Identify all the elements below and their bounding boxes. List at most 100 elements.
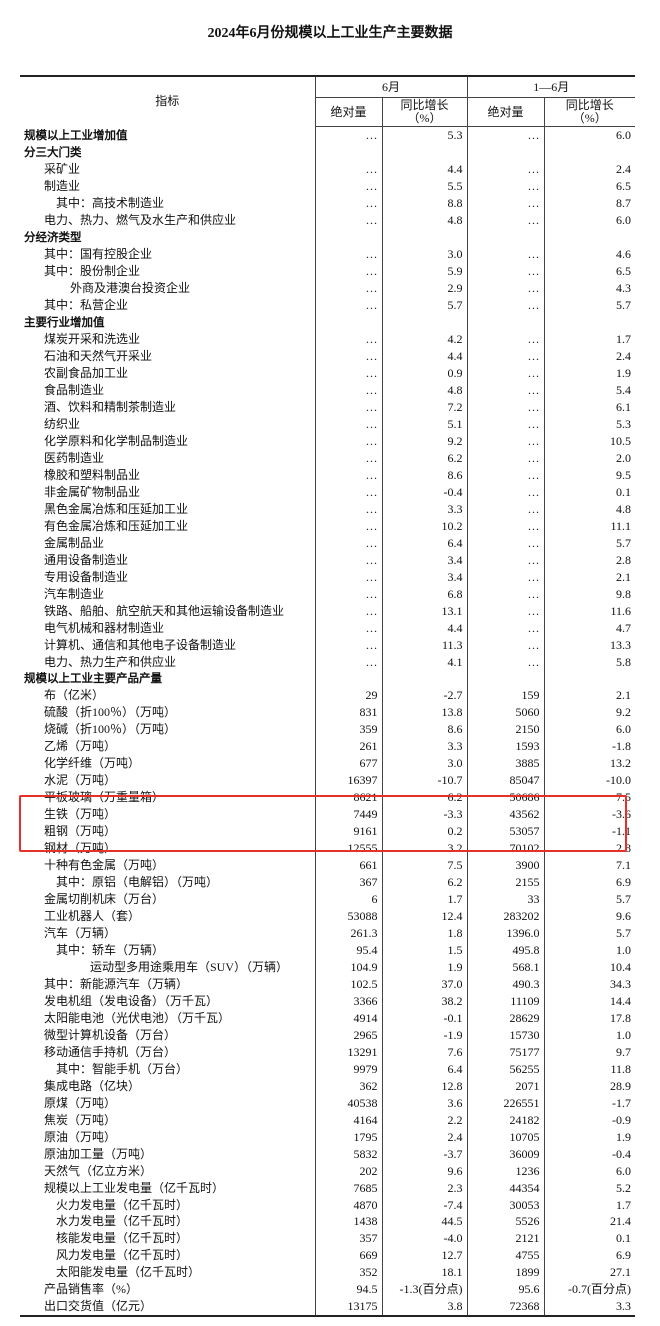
row-label: 其中：国有控股企业 [44, 247, 153, 262]
row-label: 规模以上工业增加值 [24, 128, 128, 143]
absolute-value [466, 228, 545, 246]
table-row: 运动型多用途乘用车（SUV）（万辆） 104.9 1.9 568.1 10.4 [20, 958, 636, 976]
growth-value: 2.4 [543, 347, 636, 365]
table-row: 规模以上工业发电量（亿千瓦时） 7685 2.3 44354 5.2 [20, 1179, 636, 1197]
row-label: 汽车（万辆） [44, 926, 117, 941]
growth-value: 4.8 [381, 211, 468, 229]
absolute-value: 13291 [314, 1043, 382, 1061]
growth-value: -2.7 [381, 686, 468, 704]
absolute-value: … [314, 602, 382, 620]
absolute-value: … [466, 551, 545, 569]
row-label: 规模以上工业发电量（亿千瓦时） [44, 1180, 225, 1195]
header-absolute: 绝对量 [314, 97, 382, 127]
absolute-value: 495.8 [466, 941, 545, 959]
growth-value: 13.3 [543, 636, 636, 654]
growth-value: 1.8 [381, 924, 468, 942]
row-label: 电力、热力生产和供应业 [44, 654, 177, 669]
growth-value: -4.0 [381, 1229, 468, 1247]
absolute-value: … [466, 347, 545, 365]
absolute-value: 28629 [466, 1009, 545, 1027]
absolute-value: … [466, 602, 545, 620]
table-row: 太阳能电池（光伏电池）（万千瓦） 4914 -0.1 28629 17.8 [20, 1009, 636, 1027]
growth-value: 1.5 [381, 941, 468, 959]
row-label: 橡胶和塑料制品业 [44, 467, 141, 482]
table-row: 制造业… 5.5… 6.5 [20, 177, 636, 195]
row-label: 生铁（万吨） [44, 807, 117, 822]
row-label: 采矿业 [44, 162, 81, 177]
growth-value: 5.7 [543, 890, 636, 908]
absolute-value [314, 228, 382, 246]
absolute-value: … [314, 194, 382, 212]
growth-value: 1.0 [543, 1026, 636, 1044]
growth-value: 4.1 [381, 653, 468, 670]
absolute-value: 261 [314, 737, 382, 755]
growth-value: -10.0 [543, 771, 636, 789]
growth-value: 9.6 [381, 1162, 468, 1180]
row-label: 太阳能电池（光伏电池）（万千瓦） [44, 1010, 231, 1025]
row-label: 酒、饮料和精制茶制造业 [44, 399, 177, 414]
growth-value [381, 670, 468, 687]
growth-value: 5.5 [381, 177, 468, 195]
absolute-value: 362 [314, 1077, 382, 1095]
row-label: 原油（万吨） [44, 1129, 117, 1144]
table-row: 其中：新能源汽车（万辆） 102.5 37.0 490.3 34.3 [20, 975, 636, 993]
header-indicator: 指标 [20, 75, 315, 127]
row-label: 计算机、通信和其他电子设备制造业 [44, 637, 237, 652]
absolute-value: … [314, 262, 382, 280]
absolute-value: … [466, 415, 545, 433]
table-row: 规模以上工业主要产品产量 [20, 670, 636, 687]
row-label: 核能发电量（亿千瓦时） [56, 1231, 189, 1246]
growth-value: -0.7(百分点) [543, 1280, 636, 1298]
table-row: 其中：高技术制造业… 8.8… 8.7 [20, 194, 636, 212]
table-row: 其中：私营企业… 5.7… 5.7 [20, 296, 636, 314]
growth-value: 21.4 [543, 1213, 636, 1230]
table-row: 电力、热力、燃气及水生产和供应业… 4.8… 6.0 [20, 211, 636, 229]
growth-value: 3.2 [381, 839, 468, 857]
growth-value [543, 313, 636, 331]
absolute-value: 367 [314, 873, 382, 891]
absolute-value: 831 [314, 703, 382, 721]
growth-value: 8.8 [381, 194, 468, 212]
growth-value [381, 228, 468, 246]
row-label: 其中：轿车（万辆） [56, 942, 165, 957]
growth-value: 6.0 [543, 126, 636, 144]
row-label: 水力发电量（亿千瓦时） [56, 1214, 189, 1229]
table-row: 计算机、通信和其他电子设备制造业… 11.3… 13.3 [20, 636, 636, 654]
row-label: 有色金属冶炼和压延加工业 [44, 518, 189, 533]
row-label: 化学原料和化学制品制造业 [44, 433, 189, 448]
absolute-value [466, 143, 545, 161]
absolute-value: 1899 [466, 1263, 545, 1281]
absolute-value: … [466, 279, 545, 297]
growth-value: 6.0 [543, 720, 636, 738]
growth-value: 8.6 [381, 466, 468, 484]
growth-value: 7.2 [381, 398, 468, 416]
absolute-value: 226551 [466, 1094, 545, 1112]
table-row: 钢材（万吨） 12555 3.2 70102 2.8 [20, 839, 636, 857]
absolute-value: … [314, 211, 382, 229]
absolute-value: … [314, 483, 382, 501]
row-label: 金属切削机床（万台） [44, 892, 165, 907]
growth-value [543, 143, 636, 161]
growth-value: 10.4 [543, 958, 636, 976]
row-label: 通用设备制造业 [44, 552, 129, 567]
growth-value: 2.1 [543, 568, 636, 586]
growth-value: 5.1 [381, 415, 468, 433]
absolute-value: 70102 [466, 839, 545, 857]
row-label: 主要行业增加值 [24, 315, 105, 330]
growth-value: 2.4 [543, 160, 636, 178]
absolute-value: 44354 [466, 1179, 545, 1197]
growth-value: 7.5 [381, 856, 468, 874]
table-row: 采矿业… 4.4… 2.4 [20, 160, 636, 178]
growth-value: 13.1 [381, 602, 468, 620]
growth-value: 6.2 [381, 788, 468, 806]
row-label: 产品销售率（%） [44, 1282, 138, 1297]
growth-value: 17.8 [543, 1009, 636, 1027]
absolute-value: 11109 [466, 992, 545, 1010]
absolute-value: … [314, 279, 382, 297]
absolute-value: 159 [466, 686, 545, 704]
table-row: 移动通信手持机（万台） 13291 7.6 75177 9.7 [20, 1043, 636, 1061]
growth-value: 9.2 [381, 432, 468, 450]
header-growth: 同比增长 （%） [543, 97, 636, 127]
absolute-value: 661 [314, 856, 382, 874]
row-label: 食品制造业 [44, 383, 105, 398]
